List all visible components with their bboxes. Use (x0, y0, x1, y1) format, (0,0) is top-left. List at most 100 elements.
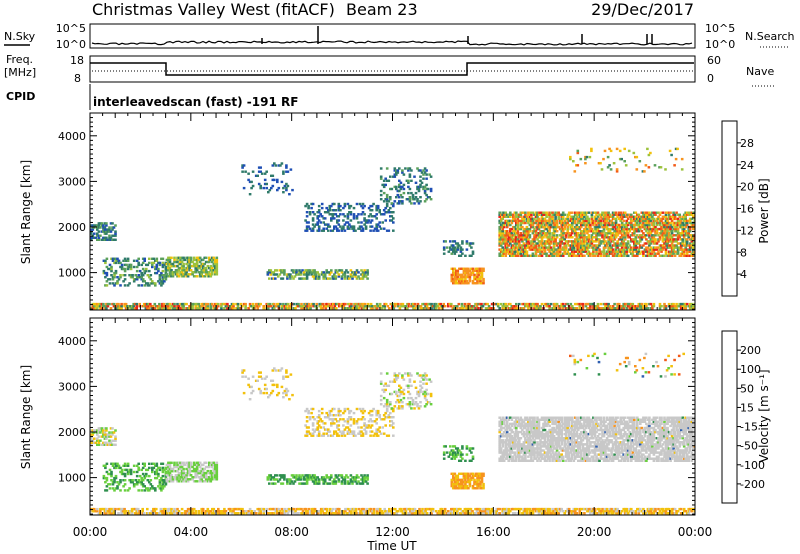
power-cell (590, 236, 594, 239)
velocity-cell (93, 437, 96, 440)
power-cell (118, 305, 122, 308)
power-cell (267, 307, 270, 310)
velocity-cell (116, 487, 119, 490)
power-cell (616, 307, 619, 310)
power-cell (154, 267, 157, 271)
power-cell (572, 240, 576, 243)
velocity-cell (177, 480, 181, 483)
power-cell (346, 215, 350, 218)
velocity-cell (104, 464, 107, 467)
power-cell (548, 230, 551, 233)
power-cell (530, 240, 533, 243)
power-cell (519, 219, 523, 223)
power-cell (140, 278, 143, 281)
power-cell (566, 215, 569, 218)
velocity-cell (161, 481, 165, 484)
power-cell (504, 254, 507, 257)
power-cell (658, 305, 662, 308)
power-cell (611, 211, 615, 214)
power-cell (673, 240, 677, 243)
power-cell (398, 189, 401, 193)
power-cell (307, 273, 310, 276)
y-tick-label: 4000 (58, 130, 86, 143)
power-cell (610, 227, 613, 231)
power-cell (342, 219, 345, 222)
velocity-cell (185, 478, 188, 481)
power-cell (195, 269, 199, 272)
power-cell (123, 263, 127, 267)
power-cell (143, 271, 146, 275)
power-cell (646, 232, 650, 235)
power-cell (639, 302, 642, 306)
power-cell (340, 227, 344, 230)
power-cell (273, 162, 276, 165)
power-cell (636, 223, 639, 227)
power-cell (617, 225, 621, 229)
power-cell (636, 234, 639, 237)
power-cell (452, 277, 455, 281)
power-cell (327, 211, 330, 214)
power-cell (590, 217, 594, 221)
power-cell (652, 302, 656, 306)
power-cell (512, 225, 515, 229)
power-cell (395, 196, 398, 199)
power-cell (433, 307, 436, 310)
velocity-cell (122, 479, 125, 482)
power-cell (90, 232, 93, 235)
power-cell (313, 271, 316, 274)
power-cell (531, 217, 535, 221)
power-cell (577, 234, 580, 237)
power-cell (185, 266, 188, 270)
power-cell (354, 302, 358, 306)
velocity-cell (268, 482, 271, 485)
power-cell (163, 276, 166, 279)
power-cell (630, 248, 633, 251)
power-cell (688, 238, 692, 241)
velocity-cell (108, 433, 111, 436)
power-cell (161, 282, 165, 285)
power-cell (633, 215, 636, 218)
power-cell (567, 232, 571, 235)
velocity-cell (180, 478, 184, 481)
power-cell (552, 232, 556, 235)
power-cell (660, 225, 663, 229)
power-cell (617, 254, 621, 257)
power-cell (666, 217, 669, 221)
power-cell (513, 234, 517, 237)
power-cell (561, 211, 565, 214)
power-cell (646, 221, 650, 225)
velocity-cell (105, 489, 109, 492)
power-cell (690, 252, 694, 255)
power-cell (664, 223, 668, 227)
velocity-cell (104, 481, 107, 484)
power-cell (663, 232, 666, 235)
velocity-cell (111, 431, 114, 434)
power-cell (167, 269, 170, 272)
power-cell (189, 256, 193, 259)
power-cell (109, 222, 113, 225)
power-cell (653, 164, 657, 167)
power-cell (620, 215, 624, 218)
power-cell (610, 221, 613, 225)
power-cell (604, 246, 607, 249)
power-cell (516, 254, 520, 257)
power-cell (595, 238, 598, 241)
velocity-cell (111, 487, 115, 490)
power-cell (657, 227, 660, 231)
power-cell (577, 238, 580, 241)
power-cell (360, 229, 363, 232)
power-cell (363, 219, 366, 222)
power-cell (189, 273, 193, 276)
power-cell (558, 227, 562, 231)
power-cell (525, 215, 529, 218)
power-cell (645, 217, 648, 221)
power-cell (652, 213, 656, 216)
power-cell (507, 307, 511, 310)
power-cell (692, 221, 695, 225)
velocity-cell (105, 427, 108, 430)
power-cell (176, 273, 179, 276)
power-cell (313, 213, 316, 216)
power-cell (607, 227, 610, 231)
power-cell (281, 269, 285, 272)
power-cell (604, 217, 607, 221)
